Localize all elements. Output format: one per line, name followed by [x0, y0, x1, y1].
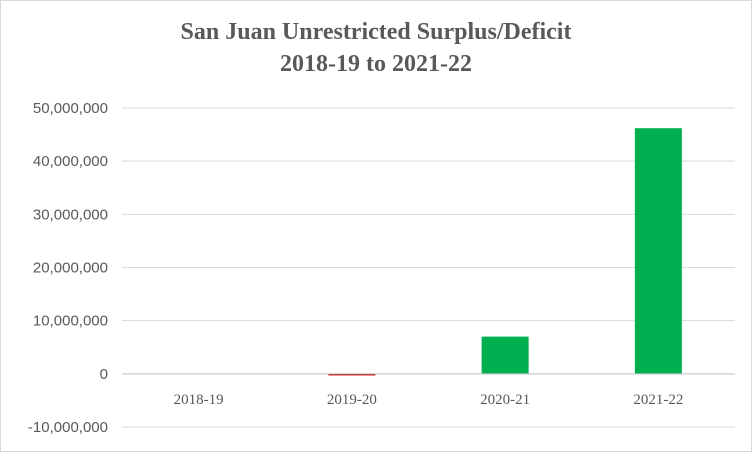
- x-axis-tick-labels: 2018-19 2019-20 2020-21 2021-22: [174, 392, 684, 408]
- x-tick-label: 2020-21: [480, 392, 530, 408]
- gridlines: [122, 107, 735, 428]
- bar-2021-22: [634, 128, 682, 374]
- bar-2019-20: [328, 373, 376, 376]
- y-tick-label: 10,000,000: [33, 313, 108, 330]
- x-tick-label: 2021-22: [633, 392, 683, 408]
- y-axis-tick-labels: -10,000,000 0 10,000,000 20,000,000 30,000,0…: [28, 100, 108, 436]
- chart-title-line2: 2018-19 to 2021-22: [280, 51, 472, 77]
- y-tick-label: 0: [100, 366, 108, 383]
- chart-title-line1: San Juan Unrestricted Surplus/Deficit: [180, 19, 572, 45]
- y-tick-label: -10,000,000: [28, 419, 108, 436]
- y-tick-label: 30,000,000: [33, 206, 108, 223]
- bars: [328, 128, 682, 376]
- bar-2020-21: [481, 336, 529, 374]
- y-tick-label: 20,000,000: [33, 260, 108, 277]
- y-tick-label: 50,000,000: [33, 100, 108, 117]
- chart-title: San Juan Unrestricted Surplus/Deficit 20…: [0, 16, 752, 80]
- y-tick-label: 40,000,000: [33, 153, 108, 170]
- x-tick-label: 2018-19: [174, 392, 224, 408]
- x-tick-label: 2019-20: [327, 392, 377, 408]
